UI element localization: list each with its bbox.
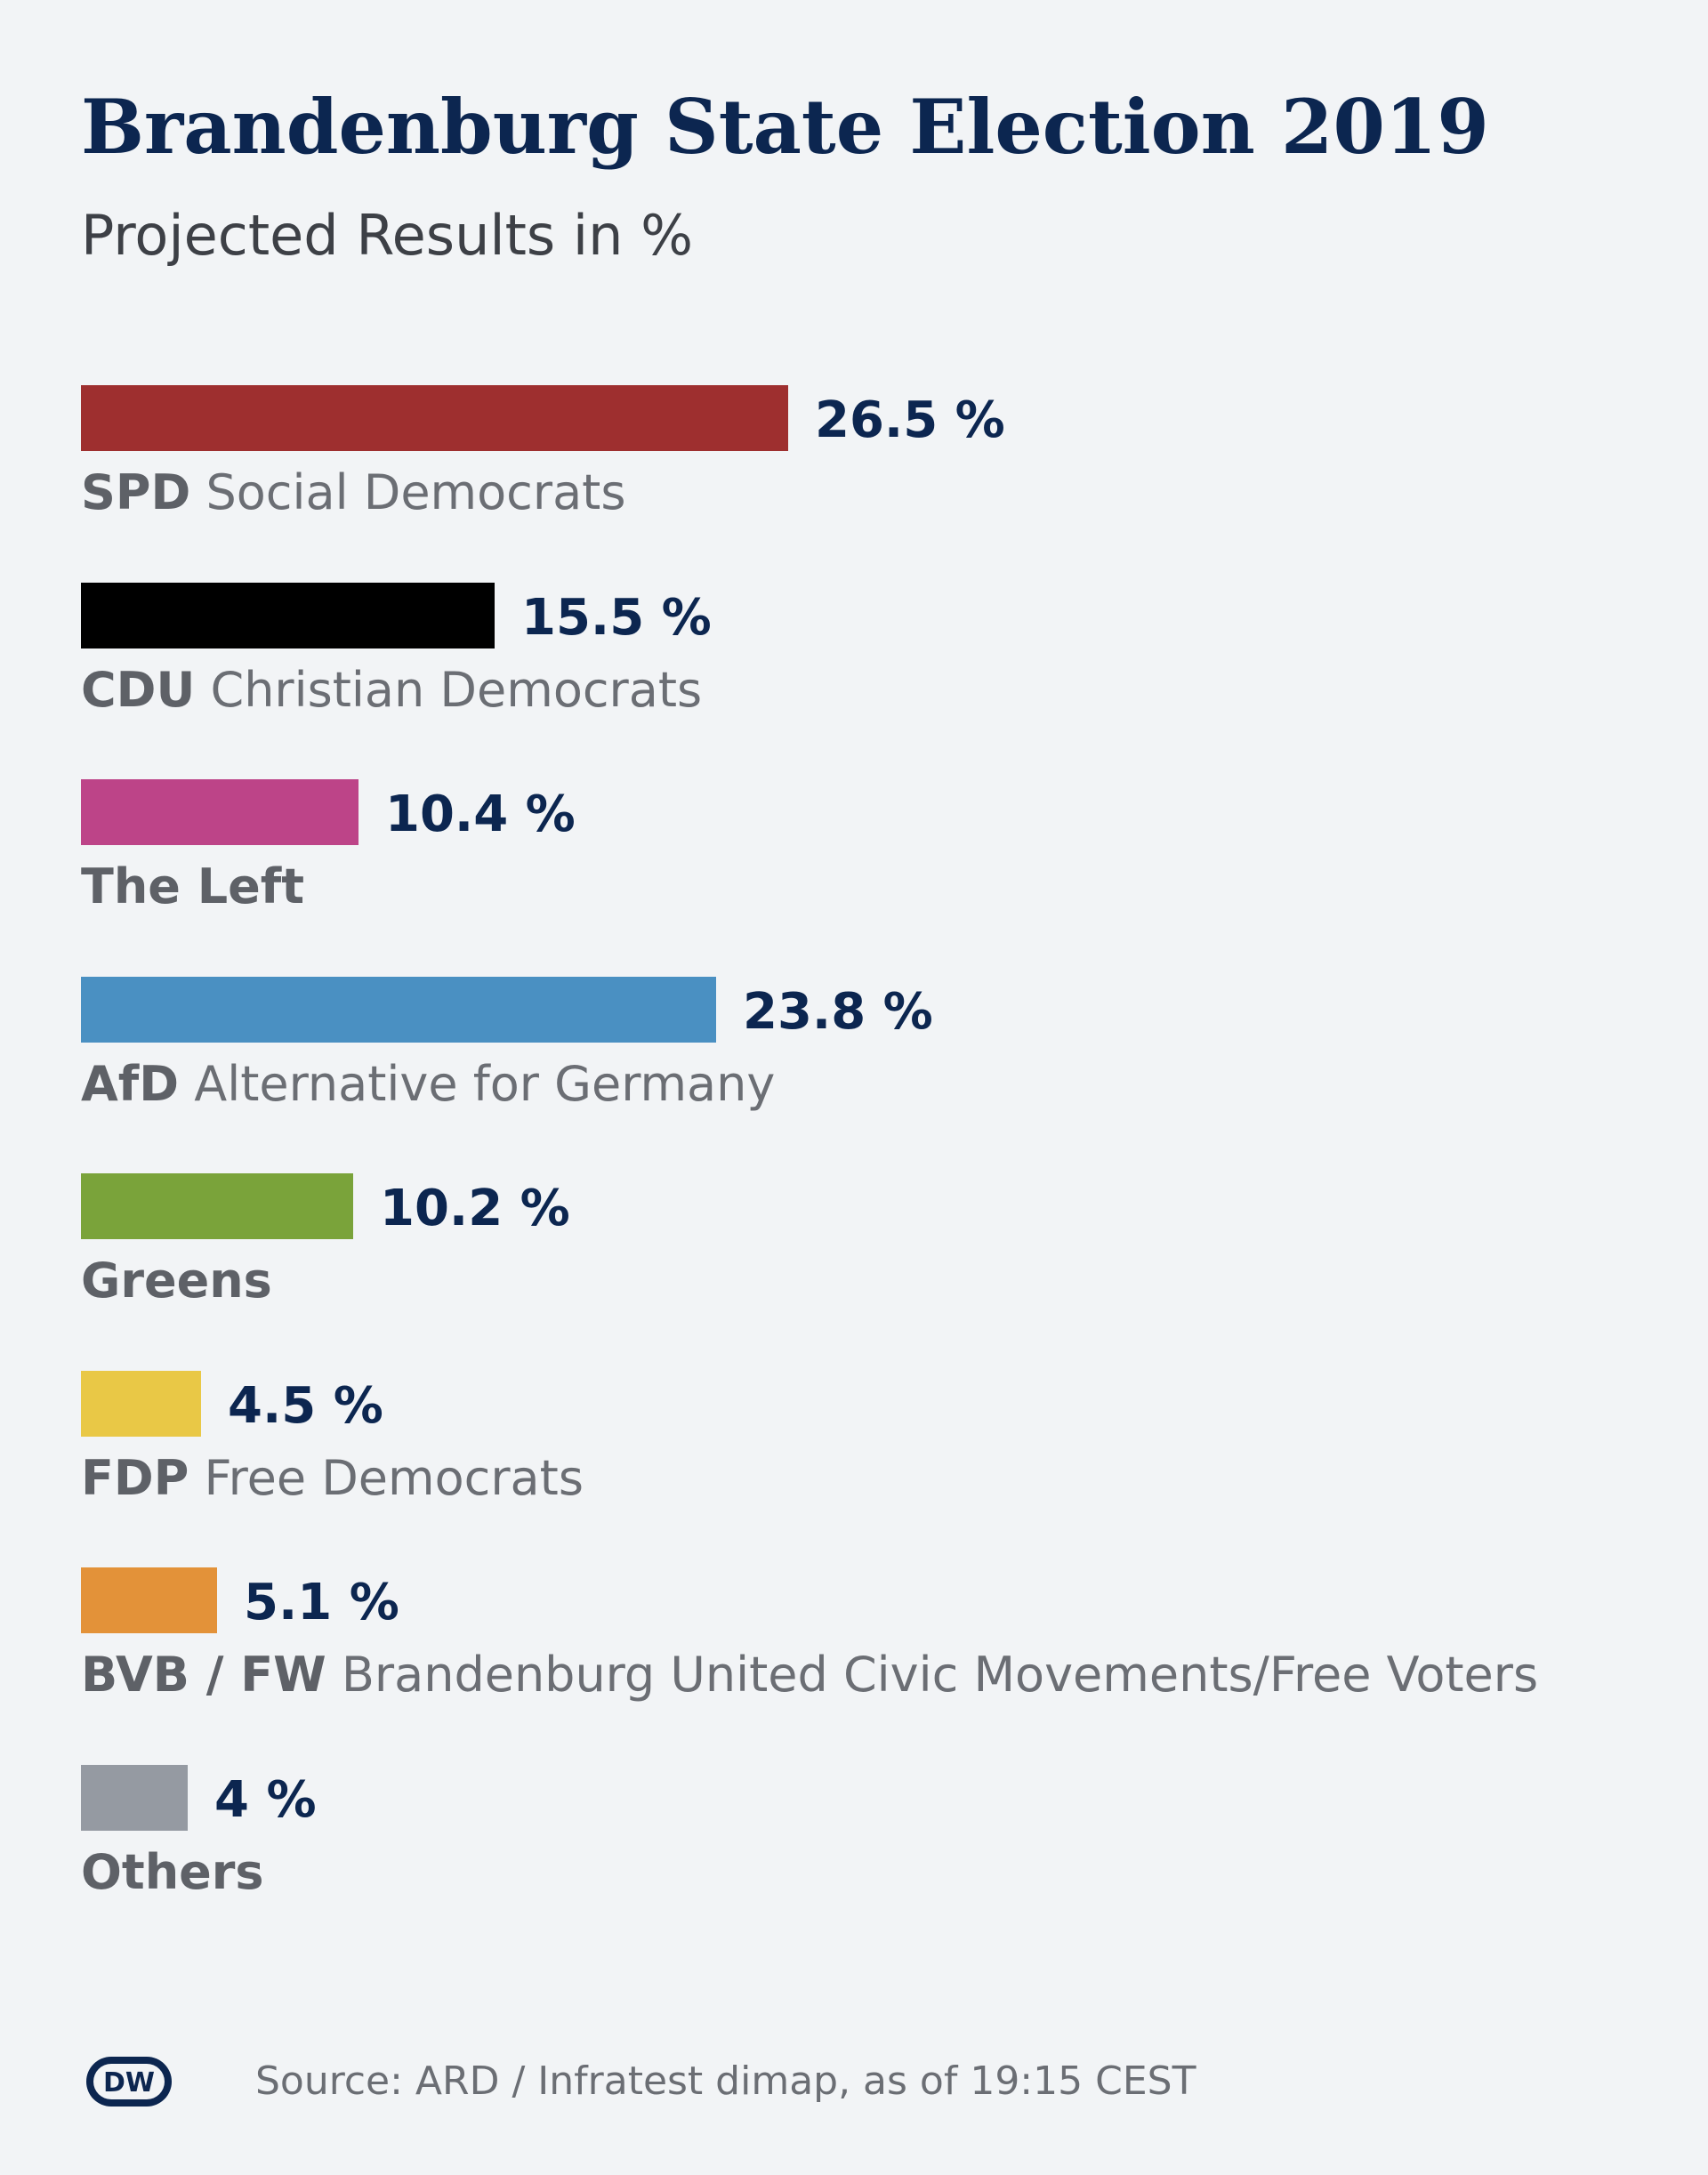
party-name: Christian Democrats bbox=[210, 662, 703, 718]
party-abbreviation: FDP bbox=[81, 1450, 189, 1506]
bar-chart: 26.5 % SPD Social Democrats 15.5 % CDU Chri… bbox=[81, 385, 1538, 1904]
party-name: Alternative for Germany bbox=[194, 1056, 776, 1112]
bar bbox=[81, 1371, 201, 1437]
party-name: Social Democrats bbox=[205, 464, 626, 520]
party-name: Greens bbox=[81, 1253, 272, 1309]
party-label: The Left bbox=[81, 856, 304, 918]
bar bbox=[81, 385, 788, 451]
party-abbreviation: SPD bbox=[81, 464, 191, 520]
bar bbox=[81, 977, 716, 1043]
bar-value-label: 4.5 % bbox=[228, 1377, 383, 1435]
bar-value-label: 10.2 % bbox=[380, 1180, 570, 1237]
party-abbreviation: BVB / FW bbox=[81, 1647, 326, 1703]
bar bbox=[81, 779, 359, 845]
party-name: Free Democrats bbox=[204, 1450, 584, 1506]
party-name: Others bbox=[81, 1844, 264, 1900]
bar-value-label: 26.5 % bbox=[815, 391, 1005, 449]
source-note: Source: ARD / Infratest dimap, as of 19:… bbox=[255, 2058, 1196, 2104]
bar bbox=[81, 583, 495, 648]
party-abbreviation: CDU bbox=[81, 662, 196, 718]
bar bbox=[81, 1173, 353, 1239]
party-label: SPD Social Democrats bbox=[81, 462, 625, 524]
party-label: Greens bbox=[81, 1250, 272, 1312]
party-name: The Left bbox=[81, 858, 305, 914]
party-label: FDP Free Democrats bbox=[81, 1447, 584, 1510]
bar-value-label: 15.5 % bbox=[521, 589, 712, 647]
party-label: CDU Christian Democrats bbox=[81, 659, 702, 721]
footer: DW Source: ARD / Infratest dimap, as of … bbox=[81, 2046, 1647, 2117]
chart-subtitle: Projected Results in % bbox=[81, 203, 694, 268]
dw-logo-text: DW bbox=[103, 2067, 155, 2098]
party-label: BVB / FW Brandenburg United Civic Moveme… bbox=[81, 1644, 1538, 1706]
bar-value-label: 5.1 % bbox=[244, 1574, 399, 1631]
bar bbox=[81, 1567, 217, 1633]
party-label: AfD Alternative for Germany bbox=[81, 1053, 775, 1116]
bar-value-label: 4 % bbox=[214, 1771, 317, 1829]
bar bbox=[81, 1765, 188, 1831]
chart-title: Brandenburg State Election 2019 bbox=[81, 83, 1489, 171]
bar-value-label: 10.4 % bbox=[385, 785, 576, 843]
party-abbreviation: AfD bbox=[81, 1056, 180, 1112]
party-label: Others bbox=[81, 1841, 264, 1904]
bar-value-label: 23.8 % bbox=[743, 983, 933, 1041]
dw-logo: DW bbox=[86, 2057, 172, 2107]
party-name: Brandenburg United Civic Movements/Free … bbox=[341, 1647, 1539, 1703]
